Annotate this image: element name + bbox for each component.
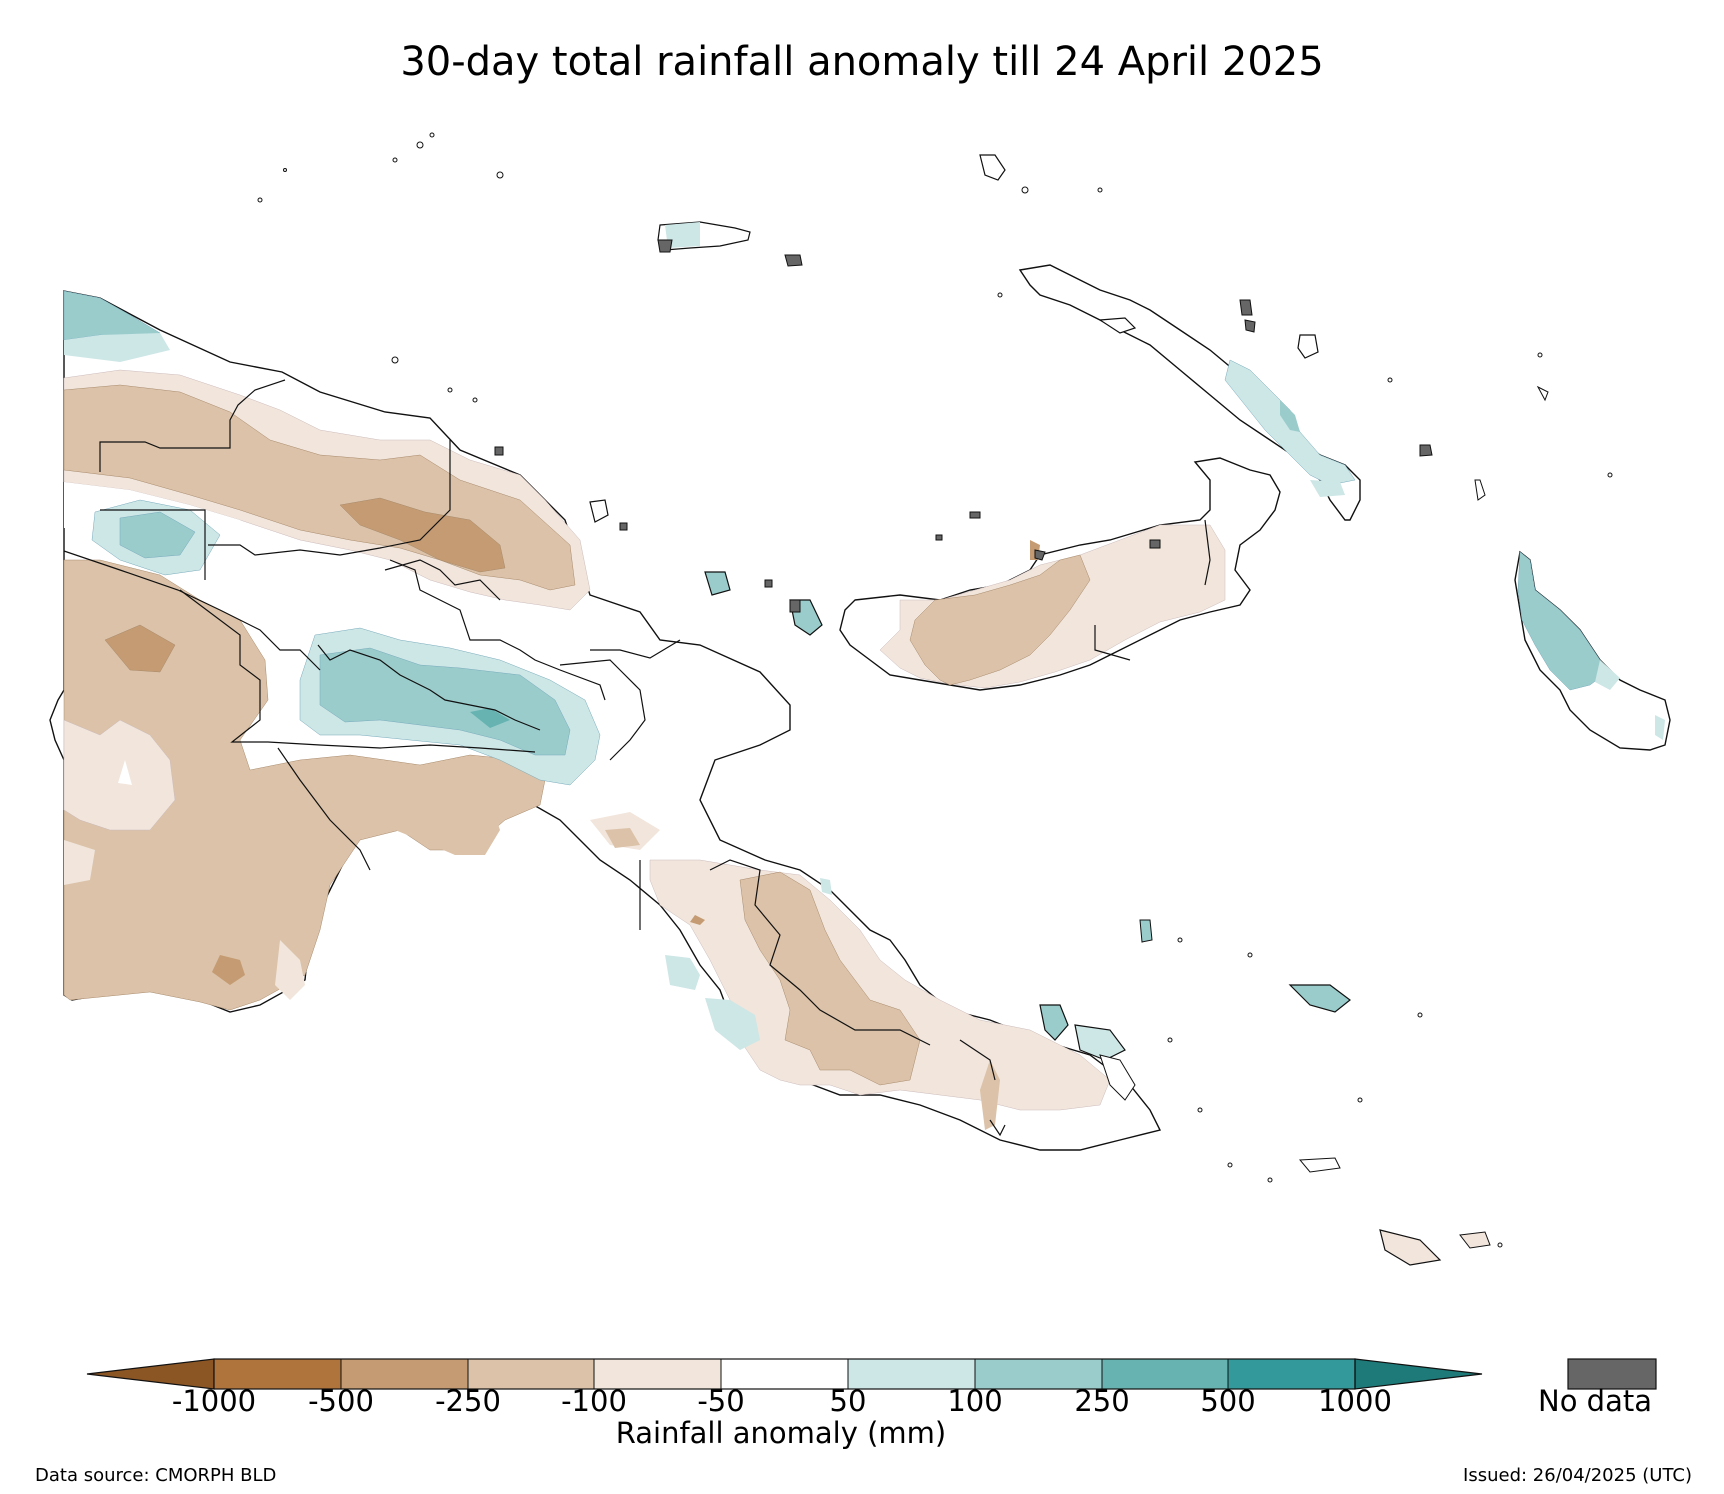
no-data-patch (935, 534, 943, 541)
colorbar-tick-label: 100 (947, 1384, 1003, 1418)
anomaly-zone (64, 840, 95, 885)
anomaly-zone (690, 915, 705, 925)
anomaly-zone (63, 290, 161, 341)
anomaly-zone (1280, 400, 1300, 432)
colorbar-tick-label: -100 (561, 1384, 627, 1418)
anomaly-zone (470, 708, 510, 728)
anomaly-zone (118, 760, 132, 785)
island (1298, 1157, 1341, 1173)
no-data-patch (1239, 299, 1253, 316)
island (979, 154, 1006, 181)
mainland-region (49, 290, 1162, 1151)
island (1474, 479, 1486, 501)
colorbar-tick-label: -50 (697, 1384, 745, 1418)
colorbar-bin (468, 1359, 594, 1389)
no-data-swatch (1567, 1358, 1657, 1390)
island (1459, 1231, 1491, 1249)
no-data-patch (784, 254, 803, 267)
colorbar-bin (1228, 1359, 1355, 1389)
anomaly-zone (64, 333, 170, 362)
anomaly-zone (104, 624, 176, 673)
new-ireland-outline (1018, 264, 1361, 521)
no-data-patch (494, 446, 504, 456)
island (1536, 385, 1549, 402)
colorbar-bin (975, 1359, 1102, 1389)
island (1139, 919, 1153, 943)
island (589, 499, 609, 523)
no-data-patch (1244, 319, 1256, 333)
bougainville (1514, 550, 1671, 751)
new-britain (839, 457, 1281, 691)
no-data-patch (619, 522, 628, 531)
colorbar-bin (214, 1359, 341, 1389)
new-ireland (1018, 264, 1361, 521)
anomaly-zone (705, 998, 760, 1050)
no-data-patch (657, 239, 673, 253)
colorbar-tick-label: -1000 (171, 1384, 257, 1418)
anomaly-zone (339, 497, 506, 573)
colorbar-bin (594, 1359, 721, 1389)
anomaly-zone (605, 828, 640, 848)
colorbar-bin (341, 1359, 468, 1389)
anomaly-zone (1310, 480, 1345, 497)
island (1379, 1229, 1442, 1266)
anomaly-zone (665, 955, 700, 990)
colorbar-bin (1102, 1359, 1228, 1389)
island (1098, 317, 1137, 334)
colorbar-tick-label: 50 (829, 1384, 867, 1418)
no-data-patch (1034, 549, 1046, 561)
colorbar-bin (721, 1359, 848, 1389)
no-data-patch (789, 599, 801, 613)
colorbar-tick-label: 500 (1200, 1384, 1256, 1418)
island (1074, 1024, 1126, 1061)
anomaly-zone (665, 222, 700, 248)
islands (257, 132, 1613, 1266)
colorbar-axis-label: Rainfall anomaly (mm) (615, 1416, 947, 1450)
anomaly-zone (212, 955, 245, 985)
no-data-patch (1419, 444, 1433, 457)
colorbar-tick-label: 250 (1074, 1384, 1130, 1418)
anomaly-zone (119, 511, 196, 559)
island (1288, 984, 1351, 1013)
anomaly-zone (909, 554, 1091, 686)
island (1039, 1004, 1069, 1041)
data-source: Data source: CMORPH BLD (35, 1465, 277, 1486)
no-data-label: No data (1538, 1384, 1652, 1418)
anomaly-zone (319, 647, 571, 756)
colorbar-tick-label: -250 (435, 1384, 501, 1418)
anomaly-zone (980, 1060, 1000, 1130)
anomaly-zone (275, 940, 305, 1000)
anomaly-zone (739, 871, 921, 1086)
no-data-patch (1149, 539, 1161, 549)
island (1297, 334, 1319, 359)
island (1099, 1054, 1136, 1101)
anomaly-zone (1517, 551, 1611, 691)
colorbar (86, 1358, 1657, 1390)
no-data-patch (764, 579, 773, 588)
colorbar-bin (848, 1359, 975, 1389)
colorbar-tick-label: 1000 (1318, 1384, 1392, 1418)
anomaly-zone (820, 878, 832, 895)
anomaly-zone (380, 780, 500, 855)
anomaly-zone (1595, 660, 1620, 690)
map-title: 30-day total rainfall anomaly till 24 Ap… (400, 39, 1324, 85)
no-data-patch (969, 511, 981, 519)
anomaly-zone (63, 719, 176, 831)
colorbar-tick-label: -500 (308, 1384, 374, 1418)
island (704, 571, 731, 596)
issued-date: Issued: 26/04/2025 (UTC) (1463, 1465, 1692, 1486)
anomaly-zone (1655, 715, 1665, 740)
